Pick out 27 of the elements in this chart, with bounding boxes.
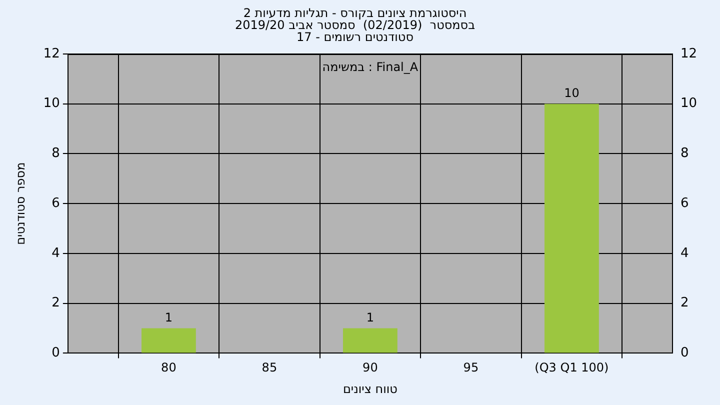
y-tick-label: 8: [52, 146, 60, 162]
y2-tick-label: 10: [680, 96, 698, 112]
x-tick-label: 80: [161, 360, 176, 375]
y-tick-label: 2: [52, 296, 60, 311]
annotation: במשימה : Final_A: [322, 60, 419, 74]
x-tick-label: 90: [362, 360, 378, 375]
y-axis-title: מספר סטודנטים: [13, 162, 28, 245]
x-axis-title: טווח ציונים: [342, 382, 398, 396]
data-label: 10: [564, 86, 580, 100]
y2-tick-label: 2: [680, 296, 689, 311]
y-tick-label: 0: [52, 346, 60, 361]
y2-tick-label: 0: [680, 346, 689, 361]
y2-tick-label: 4: [680, 246, 689, 261]
y-tick-label: 4: [52, 246, 60, 261]
y-tick-label: 10: [43, 96, 60, 112]
chart-subtitle: בסמסטר (02/2019) סמסטר אביב 2019/20 סטודנטים רשומים - 17: [234, 18, 476, 44]
y-tick-label: 12: [43, 46, 60, 62]
data-label: 1: [366, 310, 374, 324]
x-tick-label: (Q3 Q1 100): [534, 360, 609, 375]
chart-title: היסטוגרמת ציונים בקורס - תגליות מדעיות 2: [243, 6, 467, 20]
y2-tick-label: 6: [680, 196, 689, 211]
x-tick-label: 85: [262, 360, 278, 375]
x-tick-label: 95: [463, 360, 479, 375]
y-tick-label: 6: [52, 196, 60, 211]
y2-tick-label: 12: [680, 46, 698, 62]
data-label: 1: [164, 310, 173, 324]
y2-tick-label: 8: [680, 146, 689, 162]
